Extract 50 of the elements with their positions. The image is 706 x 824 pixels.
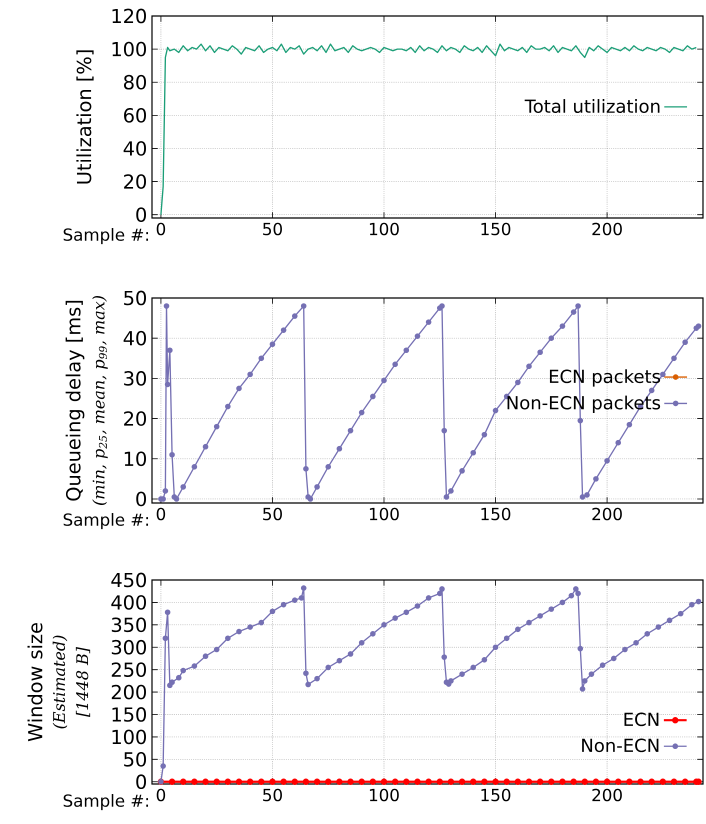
y-tick-label: 80 bbox=[124, 74, 146, 90]
x-tick-label: 50 bbox=[263, 508, 282, 520]
x-tick-label: 150 bbox=[481, 508, 510, 520]
legend-label: ECN bbox=[624, 712, 658, 726]
legend-label: Total utilization bbox=[524, 99, 660, 113]
y-tick-label: 100 bbox=[112, 730, 146, 744]
y-tick-label: 350 bbox=[112, 618, 146, 632]
y-axis-title: Window size bbox=[28, 623, 42, 742]
x-tick-label: 100 bbox=[370, 508, 399, 520]
x-tick-label: 100 bbox=[370, 222, 399, 236]
y-tick-label: 40 bbox=[124, 141, 146, 156]
x-tick-label: 150 bbox=[481, 222, 510, 236]
y-tick-label: 450 bbox=[111, 572, 146, 588]
y-tick-label: 0 bbox=[136, 492, 146, 506]
y-tick-label: 300 bbox=[112, 640, 146, 655]
y-tick-label: 0 bbox=[136, 207, 146, 222]
x-tick-label: 200 bbox=[592, 788, 622, 802]
y-axis-title: Utilization [%] bbox=[76, 50, 94, 184]
x-tick-label: 0 bbox=[156, 222, 166, 236]
y-tick-label: 40 bbox=[124, 330, 146, 346]
y-tick-label: 120 bbox=[112, 8, 146, 24]
x-tick-label: 100 bbox=[370, 788, 399, 802]
y-tick-label: 50 bbox=[124, 752, 146, 767]
y-tick-label: 20 bbox=[124, 174, 146, 189]
y-tick-label: 200 bbox=[112, 684, 146, 700]
x-tick-label: 0 bbox=[156, 788, 166, 802]
y-tick-label: 400 bbox=[111, 595, 146, 610]
y-axis-title: Queueing delay [ms] bbox=[66, 300, 84, 501]
x-tick-label: 50 bbox=[263, 222, 282, 236]
x-axis-title: Sample #: bbox=[64, 794, 148, 810]
y-tick-label: 50 bbox=[124, 290, 146, 306]
x-tick-label: 200 bbox=[592, 508, 622, 520]
y-tick-label: 30 bbox=[124, 371, 146, 386]
y-tick-label: 60 bbox=[124, 108, 146, 123]
y-tick-label: 0 bbox=[136, 774, 146, 790]
x-axis-title: Sample #: bbox=[64, 228, 148, 244]
y-tick-label: 20 bbox=[124, 411, 146, 426]
y-tick-label: 100 bbox=[112, 42, 146, 56]
legend-label: Non-ECN bbox=[582, 738, 658, 752]
text: (Estimated) bbox=[52, 636, 68, 728]
text: [1448 B] bbox=[76, 646, 90, 718]
x-axis-title: Sample #: bbox=[64, 513, 148, 530]
y-tick-label: 10 bbox=[124, 451, 146, 466]
x-tick-label: 150 bbox=[481, 788, 510, 802]
text: (min, p$_{25}$, mean, p$_{99}$, max) bbox=[92, 296, 108, 505]
y-tick-label: 250 bbox=[112, 662, 146, 677]
y-tick-label: 150 bbox=[112, 707, 146, 722]
x-tick-label: 50 bbox=[263, 788, 282, 802]
x-tick-label: 0 bbox=[156, 508, 166, 520]
x-tick-label: 200 bbox=[592, 222, 622, 236]
